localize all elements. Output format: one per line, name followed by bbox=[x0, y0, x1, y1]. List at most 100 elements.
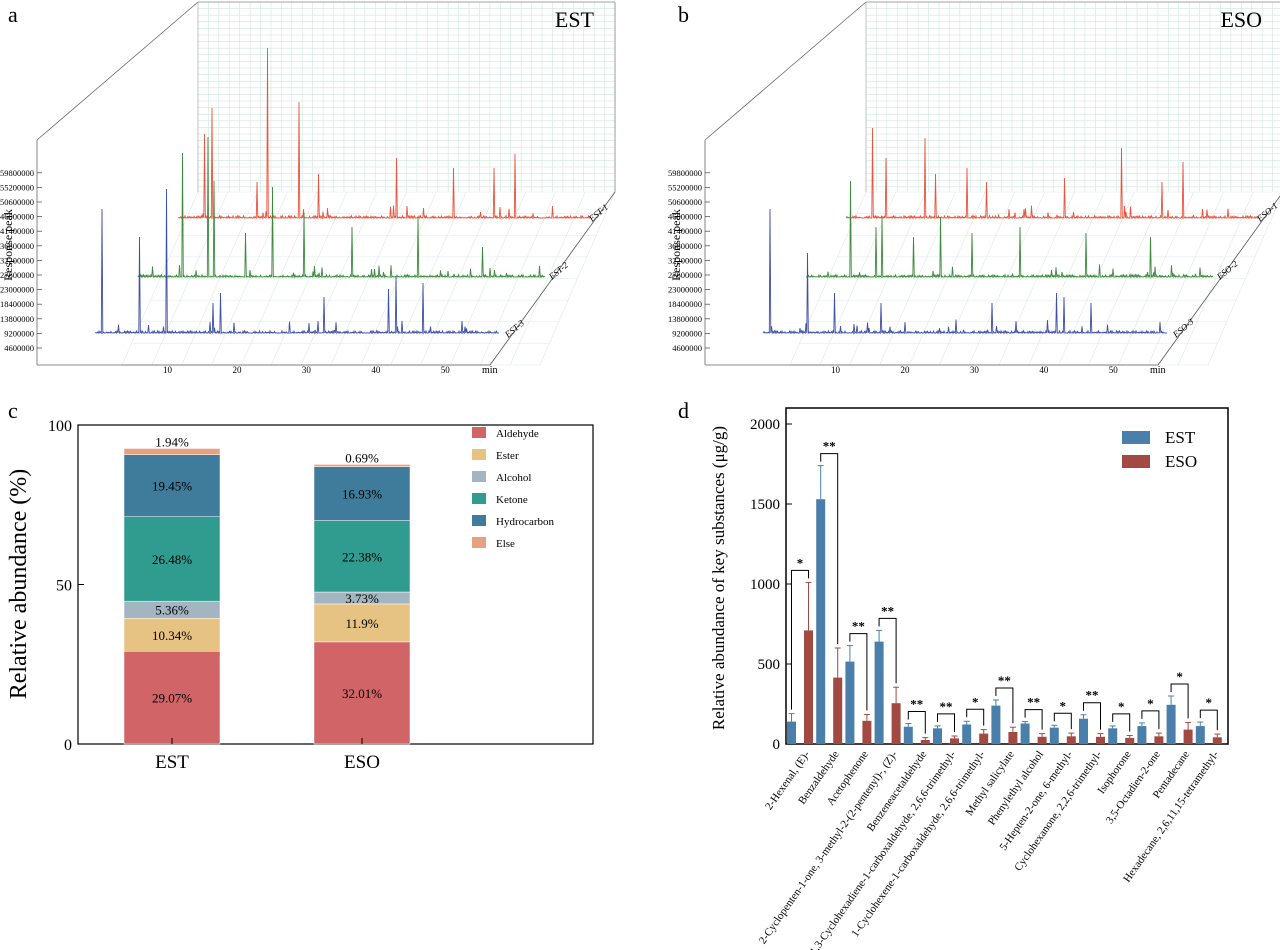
significance-bracket bbox=[966, 708, 985, 726]
panel-label-a: a bbox=[8, 2, 18, 27]
series-label: ESO-3 bbox=[1170, 316, 1196, 340]
data-label: 16.93% bbox=[342, 487, 382, 502]
bar bbox=[1183, 729, 1193, 744]
data-label: 32.01% bbox=[342, 686, 382, 701]
bar bbox=[1079, 718, 1088, 744]
axis-line bbox=[489, 191, 616, 366]
axis-line bbox=[704, 1, 867, 141]
bar bbox=[1195, 726, 1205, 744]
significance-mark: * bbox=[1147, 696, 1154, 711]
series-label: ESO-1 bbox=[1254, 200, 1280, 224]
x-tick-label: 30 bbox=[302, 365, 312, 375]
bar bbox=[862, 720, 872, 744]
significance-bracket bbox=[907, 711, 926, 734]
data-label: 3.73% bbox=[345, 591, 379, 606]
y-tick-label: 23000000 bbox=[0, 285, 34, 295]
bar bbox=[903, 726, 913, 744]
significance-mark: ** bbox=[940, 699, 953, 714]
bar bbox=[991, 705, 1001, 744]
y-tick-label: 46000000 bbox=[668, 212, 702, 222]
y-tick-label: 27600000 bbox=[668, 270, 702, 280]
bar bbox=[833, 677, 843, 744]
significance-mark: ** bbox=[852, 619, 865, 634]
series-line-EST-3 bbox=[94, 188, 499, 335]
axis-line bbox=[36, 1, 199, 141]
data-label: 5.36% bbox=[155, 603, 189, 618]
series-line-ESO-2 bbox=[805, 180, 1214, 279]
y-tick-label: 23000000 bbox=[668, 285, 702, 295]
panel-label-b: b bbox=[678, 2, 689, 27]
y-tick-label: 0 bbox=[773, 737, 781, 753]
y-tick-label: 27600000 bbox=[0, 270, 34, 280]
y-tick-label: 18400000 bbox=[0, 299, 34, 309]
legend-swatch bbox=[1122, 455, 1150, 468]
x-tick-label: 50 bbox=[1109, 365, 1119, 375]
x-tick-label: 50 bbox=[441, 365, 451, 375]
y-tick-label: 500 bbox=[758, 657, 781, 673]
y-tick-label: 2000 bbox=[750, 417, 780, 433]
bar bbox=[933, 728, 942, 744]
bar bbox=[1154, 736, 1164, 744]
y-tick-label: 13800000 bbox=[0, 314, 34, 324]
significance-bracket bbox=[937, 713, 955, 732]
bar-segment bbox=[313, 466, 411, 521]
significance-bracket bbox=[1053, 712, 1072, 730]
data-label: 26.48% bbox=[152, 552, 192, 567]
y-tick-label: 32200000 bbox=[0, 255, 34, 265]
y-tick-label: 1000 bbox=[750, 577, 780, 593]
x-tick-label: 30 bbox=[970, 365, 980, 375]
y-axis-title: Response peak bbox=[1, 209, 15, 281]
significance-bracket bbox=[1112, 713, 1131, 732]
chart-title: EST bbox=[555, 7, 595, 32]
bar bbox=[1137, 726, 1147, 744]
significance-mark: * bbox=[1118, 699, 1125, 714]
bar bbox=[1108, 728, 1118, 744]
x-tick-label: ESO bbox=[344, 752, 380, 773]
significance-bracket bbox=[820, 453, 839, 644]
y-tick-label: 36800000 bbox=[668, 241, 702, 251]
y-tick-label: 1500 bbox=[750, 497, 780, 513]
legend-label: Ester bbox=[496, 450, 519, 462]
bar-segment bbox=[123, 448, 221, 455]
significance-mark: * bbox=[797, 555, 804, 570]
significance-bracket bbox=[1170, 683, 1189, 719]
legend-label: Aldehyde bbox=[496, 428, 539, 440]
bar bbox=[1125, 737, 1135, 744]
x-tick-label: EST bbox=[155, 752, 189, 773]
significance-bracket bbox=[791, 569, 809, 710]
y-tick-label: 41400000 bbox=[668, 226, 702, 236]
y-tick-label: 59800000 bbox=[668, 168, 702, 178]
series-line-ESO-3 bbox=[762, 208, 1167, 335]
y-tick-label: 9200000 bbox=[4, 328, 34, 338]
y-tick-label: 4600000 bbox=[4, 343, 34, 353]
chart-c: 0 50 100 Relative abundance (%) 29.07% 10.34%… bbox=[6, 418, 594, 773]
legend-label: Ketone bbox=[496, 494, 528, 506]
bar bbox=[920, 740, 930, 744]
data-label: 19.45% bbox=[152, 479, 192, 494]
bar bbox=[1008, 732, 1018, 744]
legend-swatch bbox=[472, 537, 486, 548]
chromatogram-b: 4600000 9200000 13800000 18400000 23000000 27… bbox=[668, 1, 1280, 376]
chart-title: ESO bbox=[1220, 7, 1262, 32]
significance-bracket bbox=[1083, 702, 1101, 730]
bar bbox=[1066, 736, 1076, 744]
significance-mark: ** bbox=[881, 603, 894, 618]
y-tick-label: 18400000 bbox=[668, 299, 702, 309]
x-axis-title: min bbox=[1150, 365, 1166, 376]
y-tick-label: 0 bbox=[64, 737, 72, 754]
significance-bracket bbox=[995, 687, 1014, 724]
series-line-EST-2 bbox=[137, 136, 546, 279]
y-tick-label: 13800000 bbox=[668, 314, 702, 324]
significance-bracket bbox=[1199, 709, 1218, 731]
legend-label: Alcohol bbox=[496, 472, 531, 484]
legend-label: Else bbox=[496, 538, 515, 550]
legend-swatch bbox=[472, 427, 486, 438]
bar bbox=[845, 661, 855, 744]
panel-label-d: d bbox=[678, 398, 689, 423]
legend-label: EST bbox=[1165, 428, 1196, 447]
y-tick-label: 32200000 bbox=[668, 255, 702, 265]
bar-segment bbox=[123, 454, 221, 517]
panel-label-c: c bbox=[8, 398, 18, 423]
data-label: 10.34% bbox=[152, 628, 192, 643]
y-tick-label: 4600000 bbox=[672, 343, 702, 353]
